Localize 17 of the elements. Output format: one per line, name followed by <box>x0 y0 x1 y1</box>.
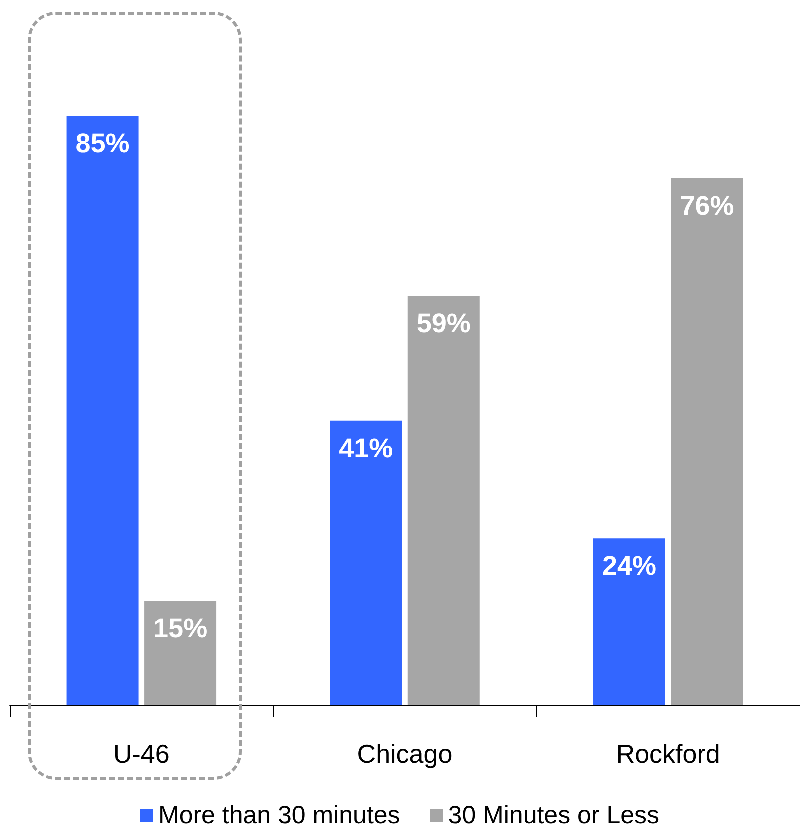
data-label: 85% <box>76 128 130 158</box>
x-tick-label: Chicago <box>357 739 453 769</box>
bar <box>144 601 217 705</box>
bar <box>593 538 666 705</box>
data-label: 59% <box>416 308 471 339</box>
data-label: 76% <box>680 190 734 221</box>
data-label: 15% <box>154 614 208 644</box>
bar <box>671 178 744 705</box>
bar <box>330 420 402 705</box>
data-label: 24% <box>602 551 656 582</box>
bar <box>408 296 480 705</box>
legend-label: 30 Minutes or Less <box>448 802 660 830</box>
bar <box>66 116 139 705</box>
legend-label: More than 30 minutes <box>158 802 400 830</box>
data-label: 41% <box>339 433 394 464</box>
x-tick-label: U-46 <box>113 739 170 769</box>
x-tick-label: Rockford <box>616 739 720 769</box>
